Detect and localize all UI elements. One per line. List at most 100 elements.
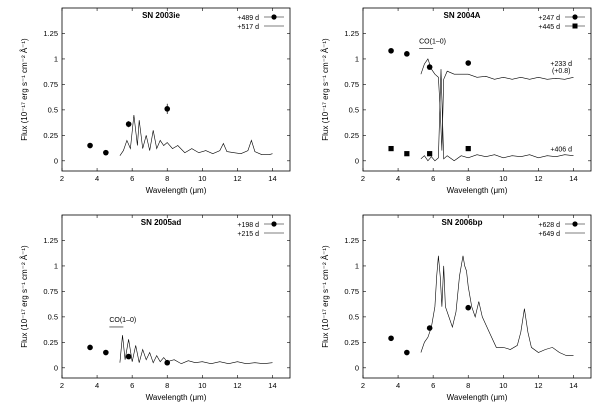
- data-point-square: [404, 151, 410, 157]
- spectrum-line: [420, 255, 574, 356]
- x-tick-label: 12: [534, 381, 542, 390]
- legend-marker-circle: [271, 14, 277, 20]
- y-tick-label: 1.25: [43, 236, 58, 245]
- legend-marker-square: [572, 23, 578, 29]
- y-tick-label: 0.5: [48, 105, 58, 114]
- y-tick-label: 0.5: [349, 105, 359, 114]
- data-point: [87, 142, 93, 149]
- x-tick-label: 8: [165, 174, 169, 183]
- x-tick-label: 8: [165, 381, 169, 390]
- legend-marker-circle: [572, 14, 578, 20]
- data-point: [125, 121, 132, 127]
- y-tick-label: 0.25: [344, 338, 359, 347]
- data-point: [404, 349, 410, 356]
- y-tick-label: 0.5: [48, 312, 58, 321]
- y-tick-label: 0.75: [344, 80, 359, 89]
- plot-frame: [61, 7, 291, 172]
- x-tick-label: 6: [130, 381, 134, 390]
- annotation: CO(1–0): [109, 317, 136, 324]
- data-point: [164, 359, 171, 366]
- x-tick-label: 8: [466, 381, 470, 390]
- annotation: +406 d: [550, 147, 572, 154]
- y-tick-label: 0: [54, 156, 58, 165]
- x-tick-label: 2: [361, 381, 365, 390]
- panel-title: SN 2004A: [444, 11, 481, 20]
- x-tick-label: 10: [499, 381, 507, 390]
- data-point: [125, 353, 132, 360]
- legend-label: +247 d: [538, 15, 560, 22]
- x-tick-label: 2: [60, 174, 64, 183]
- panel-1: 2 4 6 8 10 12 14 0 0.25 0.5 0.75 1 1.25 Wavelength (μ…: [20, 7, 291, 195]
- legend-label: +198 d: [237, 222, 259, 229]
- x-axis-label: Wavelength (μm): [447, 393, 508, 402]
- x-tick-label: 6: [130, 174, 134, 183]
- x-tick-label: 12: [534, 174, 542, 183]
- data-point: [404, 51, 410, 57]
- y-tick-label: 1.25: [344, 29, 359, 38]
- legend-label: +628 d: [538, 222, 560, 229]
- x-tick-label: 14: [569, 174, 577, 183]
- x-axis-label: Wavelength (μm): [447, 186, 508, 195]
- data-point: [164, 106, 171, 112]
- y-tick-label: 1: [355, 261, 359, 270]
- x-tick-label: 2: [361, 174, 365, 183]
- x-tick-label: 2: [60, 381, 64, 390]
- x-tick-label: 12: [233, 381, 241, 390]
- x-tick-label: 14: [268, 381, 276, 390]
- x-tick-label: 4: [95, 381, 99, 390]
- x-tick-label: 12: [233, 174, 241, 183]
- x-tick-label: 14: [569, 381, 577, 390]
- y-axis-label: Flux (10⁻¹⁷ erg s⁻¹ cm⁻² Å⁻¹): [20, 38, 29, 141]
- y-tick-label: 1: [54, 261, 58, 270]
- legend-label: +649 d: [538, 231, 560, 238]
- y-axis-label: Flux (10⁻¹⁷ erg s⁻¹ cm⁻² Å⁻¹): [321, 245, 330, 348]
- y-tick-label: 1.25: [43, 29, 58, 38]
- y-tick-label: 0.25: [43, 131, 58, 140]
- y-tick-label: 0.75: [43, 80, 58, 89]
- y-tick-label: 0.75: [43, 287, 58, 296]
- x-tick-label: 10: [198, 381, 206, 390]
- legend-label: +215 d: [237, 231, 259, 238]
- y-tick-label: 0.25: [344, 131, 359, 140]
- legend-label: +517 d: [237, 24, 259, 31]
- x-tick-label: 8: [466, 174, 470, 183]
- legend-label: +489 d: [237, 15, 259, 22]
- data-point-square: [427, 151, 433, 157]
- x-tick-label: 4: [396, 381, 400, 390]
- y-tick-label: 1: [355, 54, 359, 63]
- data-point: [103, 349, 109, 356]
- y-tick-label: 0: [355, 363, 359, 372]
- plot-frame: [61, 214, 291, 379]
- data-point-square: [465, 145, 471, 152]
- annotation: (+0.8): [552, 68, 570, 75]
- y-axis-label: Flux (10⁻¹⁷ erg s⁻¹ cm⁻² Å⁻¹): [321, 38, 330, 141]
- spectrum-line: [119, 335, 273, 365]
- x-tick-label: 4: [95, 174, 99, 183]
- y-tick-label: 0: [54, 363, 58, 372]
- y-tick-label: 0.75: [344, 287, 359, 296]
- data-point: [388, 47, 394, 54]
- spectrum-line: [420, 58, 574, 151]
- panel-4: 2 4 6 8 10 12 14 0 0.25 0.5 0.75 1 1.25 Wavelength (μ…: [321, 214, 592, 402]
- x-axis-label: Wavelength (μm): [146, 186, 207, 195]
- x-axis-label: Wavelength (μm): [146, 393, 207, 402]
- spectrum-line-2: [420, 69, 574, 162]
- data-point: [426, 325, 433, 331]
- legend-label: +445 d: [538, 24, 560, 31]
- data-point: [465, 60, 472, 66]
- plot-frame: [362, 7, 592, 172]
- y-tick-label: 0: [355, 156, 359, 165]
- data-point: [103, 149, 109, 156]
- x-tick-label: 10: [198, 174, 206, 183]
- x-tick-label: 14: [268, 174, 276, 183]
- panel-title: SN 2006bp: [442, 218, 483, 227]
- panel-2: 2 4 6 8 10 12 14 0 0.25 0.5 0.75 1 1.25 Wavelength (μ…: [321, 7, 592, 195]
- plot-frame: [362, 214, 592, 379]
- data-point: [87, 344, 93, 351]
- x-tick-label: 10: [499, 174, 507, 183]
- data-point-square: [388, 145, 394, 152]
- annotation: +233 d: [550, 61, 572, 68]
- y-tick-label: 0.25: [43, 338, 58, 347]
- y-tick-label: 1.25: [344, 236, 359, 245]
